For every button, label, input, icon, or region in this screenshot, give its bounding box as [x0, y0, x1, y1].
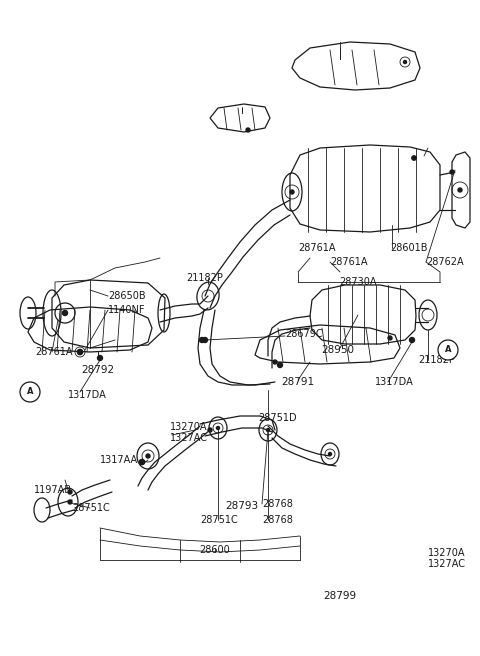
Text: 28950: 28950 — [322, 345, 355, 355]
Text: 21182P: 21182P — [186, 273, 223, 283]
Text: 28601B: 28601B — [390, 243, 428, 253]
Circle shape — [146, 454, 150, 458]
Text: 1317AA: 1317AA — [100, 455, 138, 465]
Text: 1140NF: 1140NF — [108, 305, 145, 315]
Circle shape — [68, 490, 72, 494]
Text: 1197AB: 1197AB — [34, 485, 72, 495]
Circle shape — [246, 128, 250, 132]
Circle shape — [97, 356, 103, 361]
Text: 28799: 28799 — [324, 591, 357, 601]
Text: A: A — [445, 346, 451, 354]
Text: 1327AC: 1327AC — [428, 559, 466, 569]
Text: 28793: 28793 — [226, 501, 259, 511]
Text: 1317DA: 1317DA — [375, 377, 414, 387]
Circle shape — [277, 363, 283, 367]
Text: 28761A: 28761A — [35, 347, 72, 357]
Text: 28761A: 28761A — [298, 243, 336, 253]
Text: 13270A: 13270A — [170, 422, 207, 432]
Circle shape — [77, 350, 83, 354]
Circle shape — [409, 337, 415, 342]
Text: 28650B: 28650B — [108, 291, 145, 301]
Circle shape — [203, 337, 207, 342]
Circle shape — [63, 311, 67, 315]
Circle shape — [438, 340, 458, 360]
Circle shape — [68, 500, 72, 504]
Circle shape — [208, 428, 212, 432]
Text: 28762A: 28762A — [426, 257, 464, 267]
Text: 21182P: 21182P — [418, 355, 455, 365]
Text: 1317DA: 1317DA — [68, 390, 107, 400]
Text: 28751C: 28751C — [200, 515, 238, 525]
Circle shape — [273, 360, 277, 364]
Circle shape — [140, 459, 144, 464]
Text: 13270A: 13270A — [428, 548, 466, 558]
Text: 28761A: 28761A — [330, 257, 368, 267]
Text: A: A — [27, 388, 33, 396]
Text: 28600: 28600 — [200, 545, 230, 555]
Text: 28791: 28791 — [281, 377, 314, 387]
Circle shape — [216, 426, 219, 430]
Circle shape — [458, 188, 462, 192]
Text: 1327AC: 1327AC — [170, 433, 208, 443]
Text: 28751C: 28751C — [72, 503, 110, 513]
Circle shape — [140, 459, 144, 464]
Circle shape — [62, 310, 68, 316]
Text: 28730A: 28730A — [339, 277, 377, 287]
Circle shape — [412, 156, 416, 160]
Text: 28751D: 28751D — [258, 413, 297, 423]
Circle shape — [266, 428, 269, 432]
Text: 28768: 28768 — [262, 499, 293, 509]
Circle shape — [200, 337, 204, 342]
Text: 28768: 28768 — [262, 515, 293, 525]
Text: 28679C: 28679C — [285, 329, 323, 339]
Circle shape — [328, 453, 332, 455]
Circle shape — [404, 60, 407, 64]
Text: 28792: 28792 — [82, 365, 115, 375]
Circle shape — [388, 336, 392, 340]
Circle shape — [450, 170, 454, 174]
Circle shape — [77, 350, 83, 354]
Circle shape — [20, 382, 40, 402]
Circle shape — [412, 156, 416, 160]
Circle shape — [290, 190, 294, 194]
